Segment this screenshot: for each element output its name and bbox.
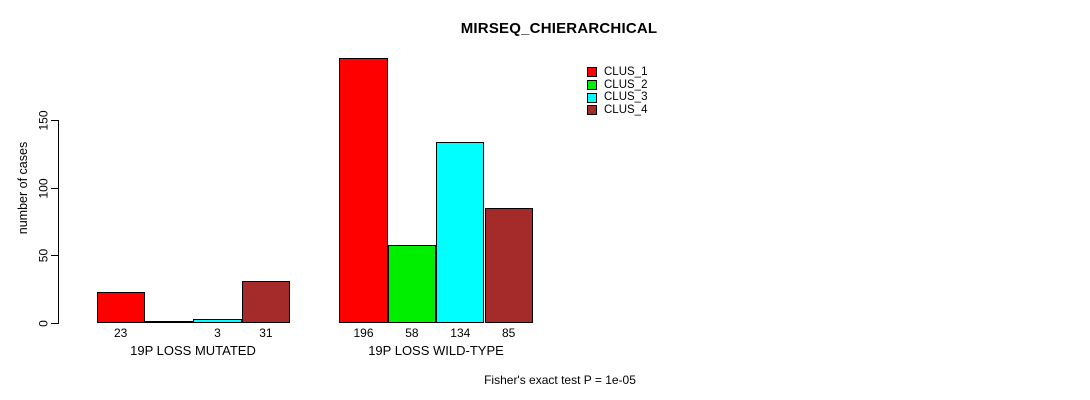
bar-value-label: 23 — [114, 326, 128, 340]
legend-row-clus_4: CLUS_4 — [587, 104, 647, 117]
bar-value-label: 85 — [502, 326, 516, 340]
y-axis-label: number of cases — [16, 141, 30, 235]
legend-row-clus_3: CLUS_3 — [587, 91, 647, 104]
y-tick — [51, 255, 58, 256]
zero-height-bar-clus_2-group0 — [144, 321, 194, 323]
legend-label: CLUS_1 — [604, 65, 648, 78]
legend-label: CLUS_3 — [604, 91, 648, 104]
bar-clus_4-group0 — [241, 281, 291, 323]
y-tick — [51, 120, 58, 121]
legend-row-clus_2: CLUS_2 — [587, 79, 647, 92]
bar-value-label: 134 — [450, 326, 471, 340]
bar-value-label: 3 — [214, 326, 221, 340]
legend-label: CLUS_4 — [604, 103, 648, 116]
bar-clus_1-group0 — [96, 291, 145, 323]
legend-row-clus_1: CLUS_1 — [587, 66, 647, 79]
y-tick-label: 50 — [36, 248, 51, 263]
y-tick — [51, 187, 58, 189]
legend-label: CLUS_2 — [604, 78, 648, 91]
legend-swatch-icon — [587, 80, 597, 91]
bar-clus_4-group1 — [484, 208, 533, 323]
legend: CLUS_1 CLUS_2 CLUS_3 CLUS_4 — [587, 66, 647, 117]
y-tick-label: 0 — [36, 319, 51, 327]
bar-value-label: 31 — [259, 326, 273, 340]
y-axis-line — [58, 120, 59, 324]
x-group-label-mutated: 19P LOSS MUTATED — [130, 343, 256, 358]
chart-title: MIRSEQ_CHIERARCHICAL — [460, 20, 658, 37]
y-tick — [51, 322, 58, 324]
legend-swatch-icon — [587, 67, 597, 78]
legend-swatch-icon — [587, 92, 597, 103]
x-group-label-wildtype: 19P LOSS WILD-TYPE — [368, 343, 504, 358]
bar-value-label: 58 — [405, 326, 419, 340]
bar-clus_2-group1 — [387, 244, 437, 323]
annotation-fisher-test: Fisher's exact test P = 1e-05 — [484, 373, 636, 387]
legend-swatch-icon — [587, 105, 597, 116]
y-tick-label: 100 — [36, 177, 51, 199]
y-tick-label: 150 — [36, 110, 51, 131]
bar-clus_1-group1 — [339, 58, 388, 323]
bar-clus_3-group1 — [436, 142, 485, 323]
bar-clus_3-group0 — [193, 318, 242, 323]
bar-value-label: 196 — [353, 326, 374, 340]
